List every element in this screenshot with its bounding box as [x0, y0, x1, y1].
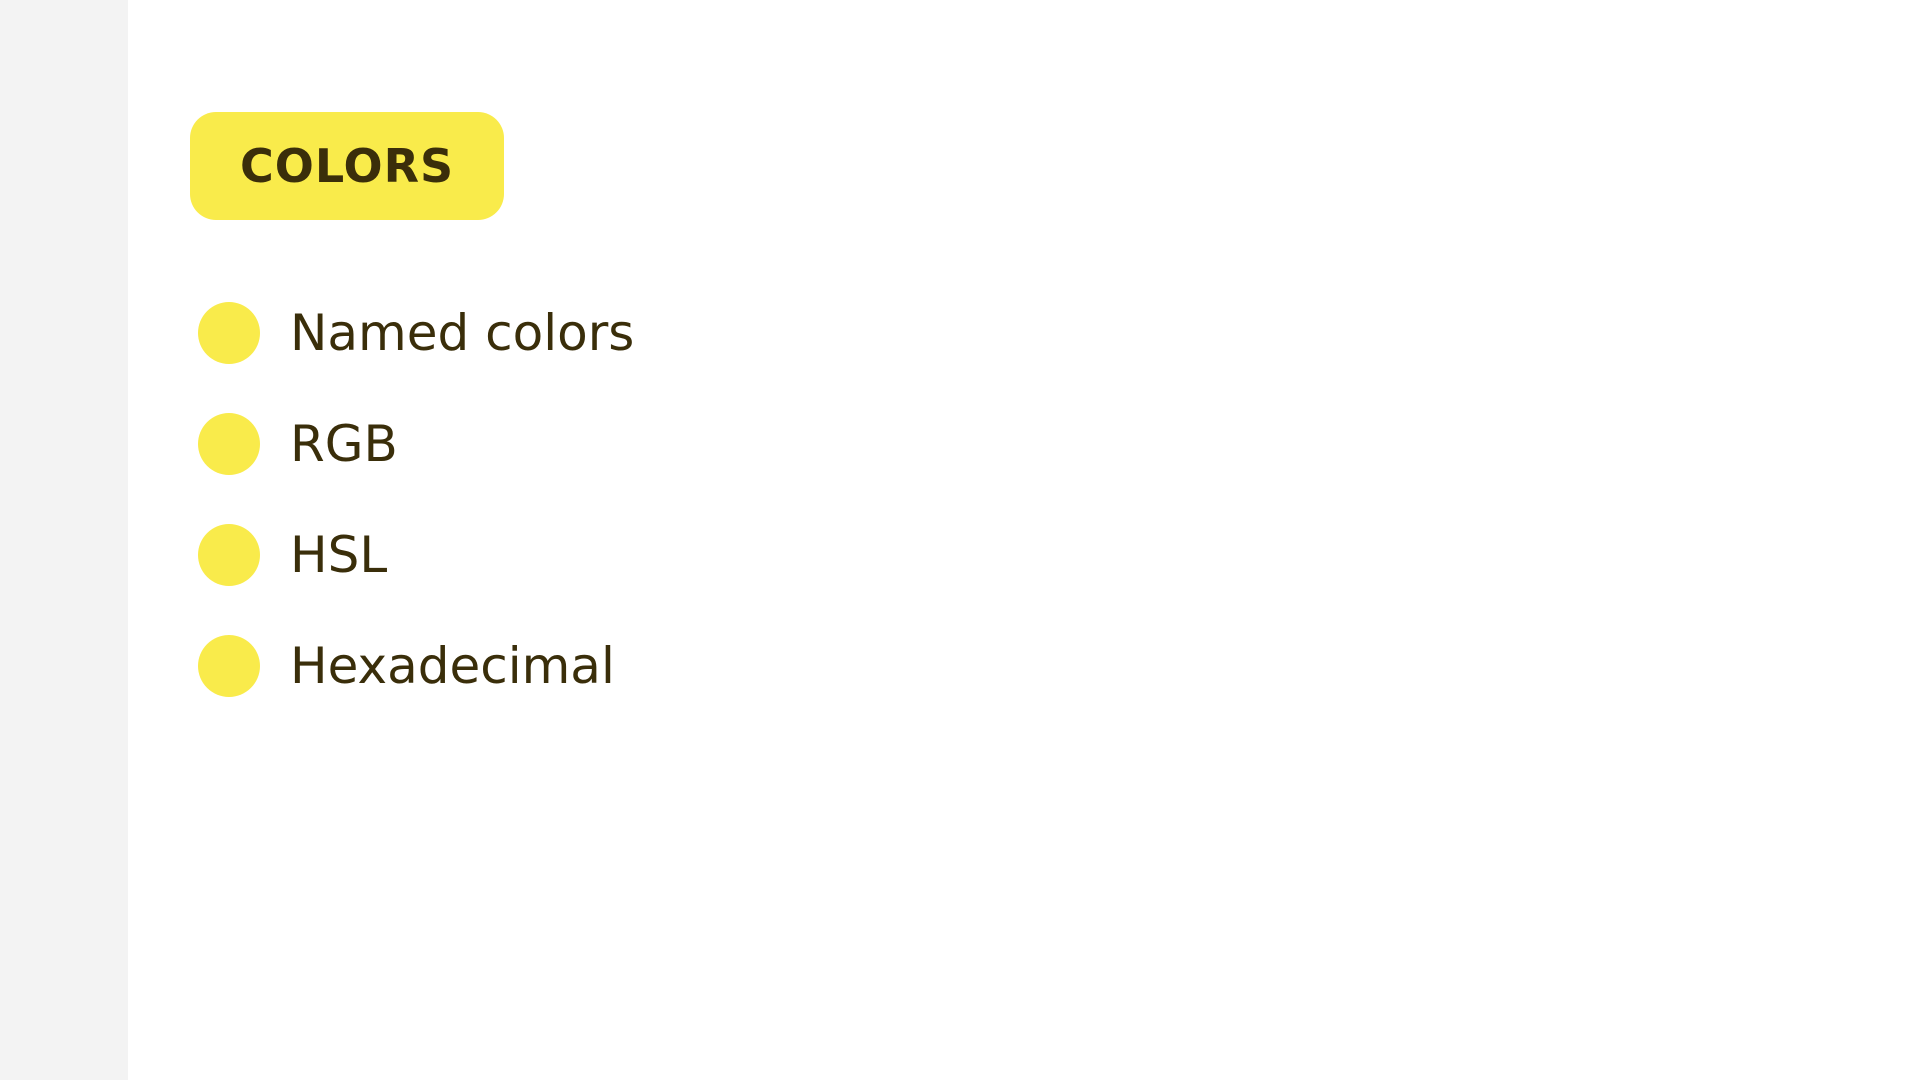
list-item-label: HSL — [290, 526, 388, 584]
bullet-dot-icon — [198, 413, 260, 475]
list-item-label: Named colors — [290, 304, 635, 362]
bullet-list: Named colors RGB HSL Hexadecimal — [190, 302, 1920, 697]
section-badge: COLORS — [190, 112, 505, 220]
section-badge-label: COLORS — [240, 139, 455, 193]
list-item: Hexadecimal — [190, 635, 1920, 697]
slide-content: COLORS Named colors RGB HSL Hexadecimal — [190, 112, 1920, 1080]
list-item: RGB — [190, 413, 1920, 475]
left-gutter — [0, 0, 128, 1080]
list-item: Named colors — [190, 302, 1920, 364]
bullet-dot-icon — [198, 635, 260, 697]
list-item: HSL — [190, 524, 1920, 586]
bullet-dot-icon — [198, 524, 260, 586]
list-item-label: Hexadecimal — [290, 637, 615, 695]
bullet-dot-icon — [198, 302, 260, 364]
list-item-label: RGB — [290, 415, 398, 473]
